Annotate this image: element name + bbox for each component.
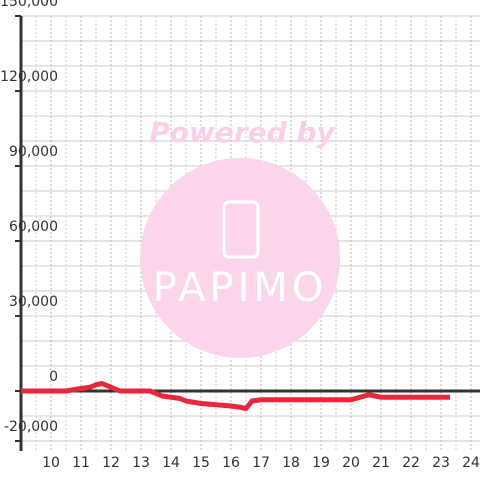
y-tick-label: 120,000	[0, 69, 58, 85]
y-tick-label: 0	[49, 369, 58, 385]
watermark-icon	[222, 200, 260, 259]
x-tick-label: 18	[282, 455, 300, 471]
watermark-logo: PAPIMO	[153, 265, 328, 311]
y-tick-label: 30,000	[9, 294, 58, 310]
x-tick-label: 13	[132, 455, 150, 471]
y-tick-label: 150,000	[0, 0, 58, 10]
y-tick-label: 90,000	[9, 144, 58, 160]
x-tick-label: 17	[252, 455, 270, 471]
x-tick-label: 15	[192, 455, 210, 471]
line	[21, 381, 450, 411]
x-tick-label: 12	[102, 455, 120, 471]
x-tick-label: 20	[342, 455, 360, 471]
x-tick-label: 19	[312, 455, 330, 471]
x-tick-label: 14	[162, 455, 180, 471]
x-tick-label: 24	[462, 455, 480, 471]
x-tick-label: 16	[222, 455, 240, 471]
watermark-text: Powered by	[149, 116, 336, 149]
y-tick-label: 60,000	[9, 219, 58, 235]
x-tick-label: 11	[72, 455, 90, 471]
x-tick-label: 22	[402, 455, 420, 471]
x-tick-label: 21	[372, 455, 390, 471]
y-tick-label: -20,000	[4, 419, 58, 435]
x-tick-label: 23	[432, 455, 450, 471]
x-tick-label: 10	[42, 455, 60, 471]
